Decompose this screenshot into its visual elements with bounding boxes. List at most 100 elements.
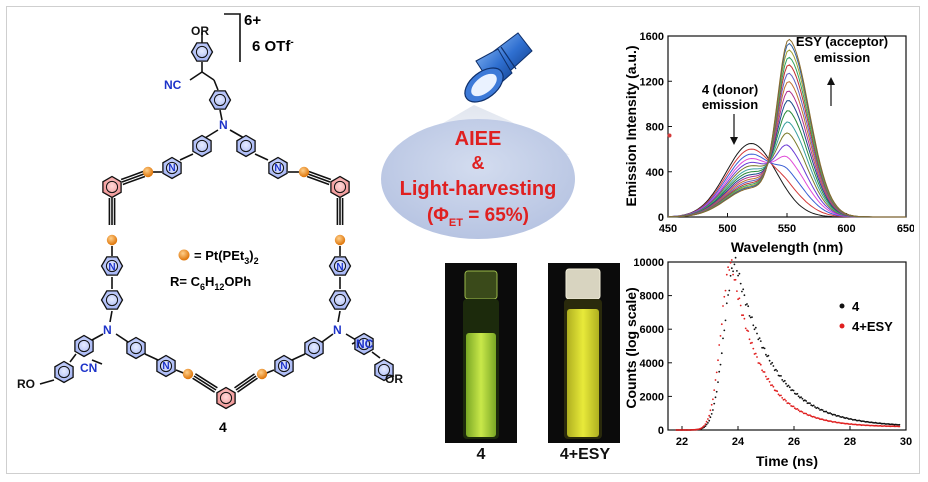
decay-point (714, 379, 717, 381)
decay-point (710, 413, 713, 415)
decay-point (898, 423, 901, 426)
decay-point (730, 267, 733, 270)
cn-left-label: CN (80, 361, 97, 375)
decay-point (715, 371, 718, 374)
decay-point (707, 422, 709, 424)
decay-series-4 (675, 256, 901, 431)
decay-point (780, 394, 782, 397)
decay-point (751, 341, 753, 344)
decay-point (758, 362, 761, 365)
chart1-x-label: Wavelength (nm) (731, 239, 843, 255)
decay-point (739, 282, 742, 285)
amine-n-right: N (333, 323, 342, 337)
decay-point (838, 415, 840, 417)
decay-point (700, 427, 703, 429)
donor-annotation-line2: emission (702, 97, 758, 112)
decay-point (845, 422, 848, 425)
decay-point (835, 421, 838, 424)
pt-center-dot (106, 234, 118, 246)
nc-right-label: NC (356, 337, 374, 351)
decay-point (800, 396, 802, 398)
decay-point (746, 303, 748, 305)
decay-point (762, 371, 765, 373)
emission-series-7 (667, 110, 906, 218)
decay-point (778, 375, 781, 377)
vial-photos (445, 263, 620, 443)
highlight-ellipse (381, 119, 575, 239)
decay-point (771, 361, 774, 364)
alkyne-bond (234, 373, 255, 389)
emission-series-16 (667, 38, 906, 218)
phenyl-ring (74, 334, 94, 358)
decay-point (780, 375, 782, 377)
bond (69, 353, 77, 363)
decay-point (807, 402, 810, 404)
decay-point (754, 326, 757, 329)
decay-point (894, 425, 897, 428)
bond (371, 351, 381, 359)
decay-point (797, 395, 800, 398)
decay-point (756, 356, 758, 358)
bond-lines (39, 32, 395, 393)
bond (189, 71, 203, 81)
phenyl-ring (374, 358, 394, 382)
decay-point (796, 392, 799, 395)
aromatic-rings: N N N N N N (54, 42, 394, 410)
legend-label-4-esy: 4+ESY (852, 319, 893, 334)
chart1-series (667, 38, 906, 218)
acceptor-arrow-head (827, 77, 835, 85)
vial-label-4: 4 (476, 446, 486, 463)
pyridyl-nitrogen: N (168, 163, 175, 174)
decay-point (809, 402, 811, 405)
alkyne-bond (307, 173, 331, 183)
charge-bracket (224, 13, 241, 62)
decay-point (702, 426, 704, 428)
alkyne-bond (192, 377, 216, 393)
vial-photo-4 (445, 263, 517, 443)
decay-point (776, 390, 779, 393)
decay-point (737, 298, 739, 301)
decay-point (869, 421, 872, 424)
decay-point (744, 304, 747, 306)
pyridyl-ring: N (162, 156, 182, 180)
decay-point (756, 332, 758, 335)
decay-point (707, 418, 709, 420)
decay-point (742, 288, 745, 291)
decay-point (834, 414, 837, 416)
platinum-centers (106, 166, 346, 380)
decay-point (688, 429, 690, 431)
phenyl-ring (54, 360, 74, 384)
decay-point (729, 274, 732, 277)
decay-point (792, 405, 795, 408)
chart1-x-tick-label: 600 (837, 223, 855, 235)
decay-point (788, 386, 791, 389)
decay-point (804, 399, 806, 402)
decay-point (712, 409, 714, 411)
or-top-label: OR (191, 24, 209, 38)
decay-point (882, 422, 884, 425)
pt-legend-text: = Pt(PEt3)2 (194, 248, 259, 266)
amine-n-top: N (219, 118, 228, 132)
decay-point (718, 344, 721, 346)
pt-center-dot (298, 166, 310, 178)
or-left-label: RO (17, 377, 35, 391)
bond (229, 129, 245, 139)
decay-point (705, 420, 708, 423)
decay-point (739, 304, 742, 307)
phenyl-ring (304, 336, 324, 360)
light-harvesting-text: Light-harvesting (400, 178, 557, 200)
decay-point (768, 359, 771, 362)
pyridyl-nitrogen: N (162, 361, 169, 372)
emission-series-15 (667, 42, 906, 218)
decay-point (752, 324, 755, 327)
decay-point (693, 428, 695, 431)
chart2-series (675, 256, 901, 431)
decay-point (690, 429, 693, 431)
decay-point (752, 347, 755, 350)
amine-n-left: N (103, 323, 112, 337)
pyridyl-nitrogen: N (274, 163, 281, 174)
figure-border (6, 6, 920, 474)
decay-point (785, 382, 787, 385)
decay-point (723, 295, 726, 298)
decay-point (708, 419, 711, 422)
